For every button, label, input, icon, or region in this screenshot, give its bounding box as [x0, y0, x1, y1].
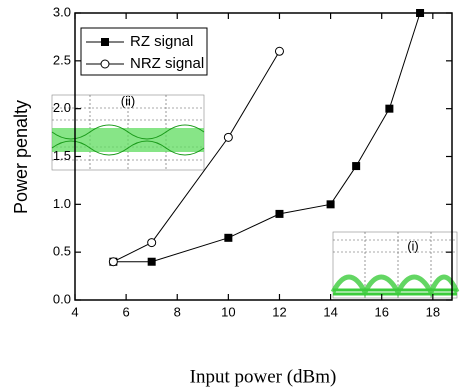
chart: (ii) (i) Input power (dBm) Power penalty… [0, 0, 462, 392]
x-tick-label: 18 [426, 304, 440, 319]
legend-marker [101, 60, 109, 68]
data-point [352, 162, 360, 170]
data-point [416, 9, 424, 17]
x-tick-label: 12 [272, 304, 286, 319]
x-axis-title: Input power (dBm) [190, 366, 337, 387]
data-point [385, 105, 393, 113]
data-point [224, 133, 232, 141]
legend-marker [101, 38, 109, 46]
x-tick-label: 16 [374, 304, 388, 319]
y-tick-label: 1.0 [53, 196, 71, 211]
data-point [148, 258, 156, 266]
legend-label: RZ signal [130, 33, 193, 50]
x-tick-label: 14 [323, 304, 337, 319]
x-tick-label: 10 [221, 304, 235, 319]
inset-label: (i) [407, 238, 419, 253]
y-tick-label: 2.0 [53, 100, 71, 115]
data-point [275, 210, 283, 218]
y-tick-label: 2.5 [53, 52, 71, 67]
y-tick-label: 3.0 [53, 4, 71, 19]
y-tick-label: 0.5 [53, 244, 71, 259]
x-tick-label: 8 [174, 304, 181, 319]
inset-label: (ii) [121, 93, 135, 108]
data-point [148, 239, 156, 247]
data-point [224, 234, 232, 242]
data-point [327, 200, 335, 208]
x-tick-label: 4 [71, 304, 78, 319]
y-tick-label: 0.0 [53, 291, 71, 306]
y-axis-title: Power penalty [11, 100, 31, 214]
data-point [109, 258, 117, 266]
inset-eye-diagram [333, 232, 457, 298]
y-tick-label: 1.5 [53, 148, 71, 163]
data-point [275, 47, 283, 55]
legend-label: NRZ signal [130, 55, 204, 72]
x-tick-label: 6 [123, 304, 130, 319]
